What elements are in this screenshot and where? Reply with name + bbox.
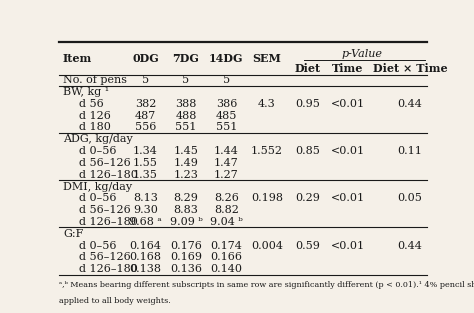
Text: 388: 388	[175, 99, 197, 109]
Text: 8.83: 8.83	[173, 205, 199, 215]
Text: 0.95: 0.95	[295, 99, 319, 109]
Text: 5: 5	[223, 75, 230, 85]
Text: 551: 551	[175, 122, 197, 132]
Text: Diet: Diet	[294, 63, 320, 74]
Text: 382: 382	[135, 99, 156, 109]
Text: 0.166: 0.166	[210, 252, 242, 262]
Text: 8.26: 8.26	[214, 193, 239, 203]
Text: 14DG: 14DG	[209, 53, 244, 64]
Text: 0.29: 0.29	[295, 193, 319, 203]
Text: Diet × Time: Diet × Time	[373, 63, 447, 74]
Text: <0.01: <0.01	[330, 99, 365, 109]
Text: d 0–56: d 0–56	[80, 241, 117, 250]
Text: d 56–126: d 56–126	[80, 158, 131, 168]
Text: d 126–180: d 126–180	[80, 217, 138, 227]
Text: d 126–180: d 126–180	[80, 264, 138, 274]
Text: 1.35: 1.35	[133, 170, 158, 180]
Text: 0.176: 0.176	[170, 241, 202, 250]
Text: 9.04 ᵇ: 9.04 ᵇ	[210, 217, 243, 227]
Text: <0.01: <0.01	[330, 241, 365, 250]
Text: 0.05: 0.05	[398, 193, 422, 203]
Text: Item: Item	[63, 53, 92, 64]
Text: 556: 556	[135, 122, 156, 132]
Text: 551: 551	[216, 122, 237, 132]
Text: Time: Time	[332, 63, 363, 74]
Text: 1.27: 1.27	[214, 170, 239, 180]
Text: DMI, kg/day: DMI, kg/day	[63, 182, 132, 192]
Text: p-Value: p-Value	[342, 49, 383, 59]
Text: 8.29: 8.29	[173, 193, 199, 203]
Text: 5: 5	[142, 75, 149, 85]
Text: d 56: d 56	[80, 99, 104, 109]
Text: 0.136: 0.136	[170, 264, 202, 274]
Text: 0.59: 0.59	[295, 241, 319, 250]
Text: SEM: SEM	[252, 53, 281, 64]
Text: 0.138: 0.138	[129, 264, 162, 274]
Text: <0.01: <0.01	[330, 193, 365, 203]
Text: 8.82: 8.82	[214, 205, 239, 215]
Text: 0.140: 0.140	[210, 264, 242, 274]
Text: 0.44: 0.44	[398, 99, 422, 109]
Text: 0.164: 0.164	[129, 241, 162, 250]
Text: 488: 488	[175, 111, 197, 121]
Text: 1.23: 1.23	[173, 170, 199, 180]
Text: applied to all body weights.: applied to all body weights.	[59, 297, 171, 305]
Text: d 0–56: d 0–56	[80, 193, 117, 203]
Text: d 56–126: d 56–126	[80, 252, 131, 262]
Text: 0.11: 0.11	[398, 146, 422, 156]
Text: d 126: d 126	[80, 111, 111, 121]
Text: 0.169: 0.169	[170, 252, 202, 262]
Text: 5: 5	[182, 75, 190, 85]
Text: 0.174: 0.174	[210, 241, 242, 250]
Text: 1.552: 1.552	[251, 146, 283, 156]
Text: 1.47: 1.47	[214, 158, 239, 168]
Text: 4.3: 4.3	[258, 99, 276, 109]
Text: No. of pens: No. of pens	[63, 75, 127, 85]
Text: 9.09 ᵇ: 9.09 ᵇ	[170, 217, 202, 227]
Text: d 180: d 180	[80, 122, 111, 132]
Text: 1.45: 1.45	[173, 146, 199, 156]
Text: 7DG: 7DG	[173, 53, 200, 64]
Text: BW, kg ¹: BW, kg ¹	[63, 87, 109, 97]
Text: 485: 485	[216, 111, 237, 121]
Text: 8.13: 8.13	[133, 193, 158, 203]
Text: 0.168: 0.168	[129, 252, 162, 262]
Text: 1.34: 1.34	[133, 146, 158, 156]
Text: 9.30: 9.30	[133, 205, 158, 215]
Text: ᵃ,ᵇ Means bearing different subscripts in same row are significantly different (: ᵃ,ᵇ Means bearing different subscripts i…	[59, 281, 474, 289]
Text: 386: 386	[216, 99, 237, 109]
Text: 0.85: 0.85	[295, 146, 319, 156]
Text: 487: 487	[135, 111, 156, 121]
Text: d 56–126: d 56–126	[80, 205, 131, 215]
Text: 0.004: 0.004	[251, 241, 283, 250]
Text: 0DG: 0DG	[132, 53, 159, 64]
Text: 0.44: 0.44	[398, 241, 422, 250]
Text: 1.44: 1.44	[214, 146, 239, 156]
Text: <0.01: <0.01	[330, 146, 365, 156]
Text: ADG, kg/day: ADG, kg/day	[63, 134, 133, 144]
Text: d 0–56: d 0–56	[80, 146, 117, 156]
Text: 0.198: 0.198	[251, 193, 283, 203]
Text: 1.55: 1.55	[133, 158, 158, 168]
Text: 9.68 ᵃ: 9.68 ᵃ	[129, 217, 162, 227]
Text: 1.49: 1.49	[173, 158, 199, 168]
Text: G:F: G:F	[63, 229, 83, 239]
Text: d 126–180: d 126–180	[80, 170, 138, 180]
